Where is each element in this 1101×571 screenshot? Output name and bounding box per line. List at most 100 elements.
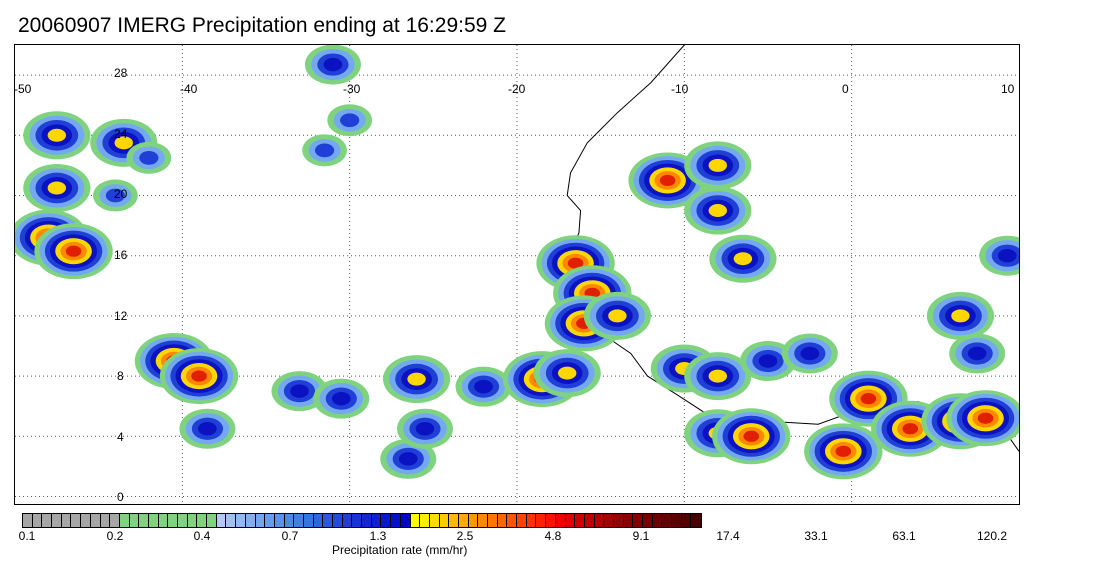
colorbar-title: Precipitation rate (mm/hr) [332, 543, 468, 557]
colorbar-swatch [216, 514, 227, 527]
colorbar-swatch [497, 514, 508, 527]
colorbar-tick-label: 63.1 [892, 529, 916, 543]
colorbar-swatch [342, 514, 353, 527]
colorbar-swatch [265, 514, 275, 527]
colorbar-swatch [110, 514, 120, 527]
colorbar-swatch [439, 514, 450, 527]
colorbar-tick-label: 4.8 [544, 529, 562, 543]
colorbar-swatch [158, 514, 169, 527]
colorbar-swatch [526, 514, 537, 527]
colorbar-swatch [488, 514, 498, 527]
colorbar-swatch [468, 514, 479, 527]
colorbar-tick-label: 2.5 [456, 529, 474, 543]
precipitation-cell [860, 393, 877, 405]
precipitation-cell [902, 423, 919, 435]
map-title: 20060907 IMERG Precipitation ending at 1… [18, 14, 506, 37]
precipitation-cell [47, 181, 67, 195]
colorbar-swatch [429, 514, 440, 527]
precipitation-cell [743, 430, 760, 442]
colorbar-swatch [352, 514, 363, 527]
precipitation-map [14, 44, 1020, 505]
colorbar-swatch [565, 514, 576, 527]
colorbar-swatch [71, 514, 82, 527]
colorbar-swatch [555, 514, 566, 527]
precipitation-cell [340, 113, 360, 128]
colorbar-tick-label: 120.2 [976, 529, 1008, 543]
colorbar-swatch [458, 514, 469, 527]
precipitation-cell [659, 174, 676, 187]
precipitation-cell [398, 452, 418, 466]
precipitation-cell [114, 136, 133, 150]
precipitation-cell [47, 128, 67, 142]
colorbar-swatch [226, 514, 237, 527]
colorbar-swatch [168, 514, 178, 527]
precipitation-cell [290, 384, 309, 398]
colorbar-tick-label: 9.1 [632, 529, 650, 543]
precipitation-cell [733, 252, 753, 266]
colorbar-swatch [90, 514, 101, 527]
coastline [563, 45, 1019, 452]
colorbar-swatch [546, 514, 556, 527]
colorbar-swatch [362, 514, 372, 527]
colorbar-swatch [245, 514, 256, 527]
colorbar-swatch [52, 514, 62, 527]
precipitation-cell [198, 422, 217, 436]
precipitation-cell [997, 248, 1017, 263]
colorbar-tick-label: 17.4 [716, 529, 740, 543]
colorbar-swatch [81, 514, 91, 527]
lon-label: -30 [343, 82, 361, 96]
colorbar-swatch [23, 514, 33, 527]
colorbar-swatch [536, 514, 547, 527]
colorbar-swatch [187, 514, 198, 527]
colorbar-swatch [507, 514, 518, 527]
colorbar-swatch [623, 514, 634, 527]
colorbar-swatch [420, 514, 430, 527]
precipitation-cell [977, 412, 994, 424]
colorbar-swatch [613, 514, 624, 527]
colorbar-swatch [604, 514, 614, 527]
precipitation-cell [323, 57, 343, 72]
colorbar-swatch [61, 514, 72, 527]
colorbar-swatch [575, 514, 585, 527]
colorbar-swatch [129, 514, 140, 527]
colorbar-tick-label: 33.1 [804, 529, 828, 543]
precipitation-cell [967, 346, 987, 361]
colorbar-swatch [236, 514, 246, 527]
colorbar-swatch [410, 514, 421, 527]
lat-label: 4 [117, 430, 124, 444]
colorbar-swatch [333, 514, 343, 527]
colorbar-tick-label: 0.7 [281, 529, 299, 543]
colorbar-swatch [42, 514, 53, 527]
precipitation-cell [708, 204, 727, 218]
lat-label: 20 [114, 187, 128, 201]
colorbar-swatch [584, 514, 595, 527]
lon-label: 0 [842, 82, 849, 96]
precipitation-cell [314, 143, 335, 158]
precipitation-cell [474, 379, 493, 394]
colorbar-swatch [119, 514, 130, 527]
precipitation-cell [415, 422, 435, 436]
colorbar-swatch [148, 514, 159, 527]
precipitation-cell [835, 445, 852, 457]
colorbar-swatch [681, 514, 692, 527]
precipitation-cell [567, 257, 584, 269]
colorbar [22, 513, 703, 528]
colorbar-swatch [178, 514, 188, 527]
colorbar-swatch [643, 514, 653, 527]
colorbar-swatch [478, 514, 488, 527]
precipitation-cell [558, 366, 577, 380]
colorbar-swatch [594, 514, 605, 527]
colorbar-swatch [371, 514, 382, 527]
colorbar-tick-label: 0.2 [106, 529, 124, 543]
lon-label: 10 [1001, 82, 1015, 96]
precipitation-cell [608, 309, 627, 323]
precipitation-cell [708, 158, 727, 172]
precipitation-cell [65, 245, 82, 257]
precipitation-cell [191, 370, 207, 382]
precipitation-cell [800, 346, 820, 361]
colorbar-swatch [303, 514, 314, 527]
colorbar-tick-label: 1.3 [369, 529, 387, 543]
colorbar-swatch [449, 514, 459, 527]
colorbar-swatch [691, 514, 702, 527]
lat-label: 0 [117, 490, 124, 504]
